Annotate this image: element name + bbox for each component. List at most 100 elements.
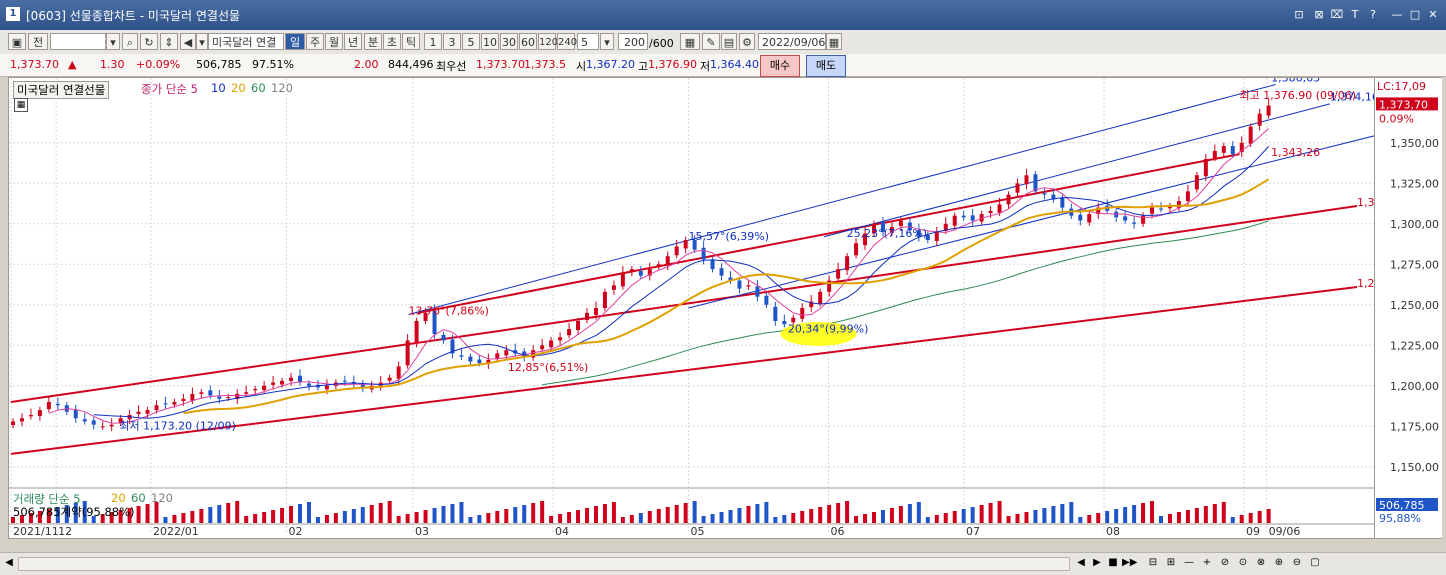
nav-next-button[interactable]: ▶ [1093,557,1101,568]
scrollbar[interactable] [18,557,1070,571]
chart-area[interactable]: 미국달러 연결선물 종가 단순 5 10 20 60 120 ▦ 2021/11… [8,77,1442,539]
nav-prev-button[interactable]: ◀ [1077,557,1085,568]
bar-type-icon[interactable]: ▦ [680,33,700,50]
minute-10[interactable]: 10 [481,33,499,50]
minimize-button[interactable]: — [1391,8,1403,21]
chart-annotation: 15,57°(6,39%) [689,230,770,243]
speaker-icon[interactable]: ◀ [180,33,196,50]
nav-stop-button[interactable]: ■ [1108,557,1118,568]
tool-9-icon[interactable]: ⊖ [1292,557,1302,568]
minute-240[interactable]: 240 [557,33,577,50]
copy-icon[interactable]: ⊠ [1314,8,1324,21]
grid-toggle-icon[interactable]: ▦ [14,98,28,112]
volume-bar [638,513,643,523]
maximize-button[interactable]: □ [1409,8,1421,21]
candle-body [1150,207,1155,214]
volume-bar [1141,503,1146,523]
y-axis-svg: 1,150,00 1,175,00 1,200,00 1,225,00 1,250,00… [1376,80,1439,525]
candle-body [970,215,975,221]
code-dropdown-icon[interactable]: ▾ [106,33,120,50]
tool-5-icon[interactable]: ⊘ [1220,557,1230,568]
font-icon[interactable]: T [1351,8,1359,21]
period-minute-tab[interactable]: 분 [364,33,382,50]
volume-bar [728,510,733,523]
minute-3[interactable]: 3 [443,33,461,50]
candle-body [1248,126,1253,144]
volume-bar [432,508,437,523]
interval-input[interactable]: 5 [577,33,599,50]
candle-body [674,246,679,256]
search-icon[interactable]: ⌕ [122,33,138,50]
volume-bar [1230,517,1235,523]
volume-bar [396,516,401,523]
settings-icon[interactable]: ⚙ [739,33,755,50]
count-input[interactable]: 200 [618,33,648,50]
tool-1-icon[interactable]: ⊟ [1148,557,1158,568]
draw-tool-icon[interactable]: ✎ [702,33,720,50]
minute-120[interactable]: 120 [538,33,558,50]
volume-bar [611,502,616,523]
save-icon[interactable]: ▤ [721,33,737,50]
minute-60[interactable]: 60 [519,33,537,50]
candle-body [11,421,15,426]
code-input[interactable]: 175000001 [50,33,117,50]
period-year-tab[interactable]: 년 [344,33,362,50]
volume-bar [154,502,159,523]
layout-icon[interactable]: ▣ [8,33,26,50]
candle-body [602,291,607,309]
minute-30[interactable]: 30 [500,33,518,50]
volume-bar [1024,512,1029,523]
volume-bar [656,509,661,523]
interval-dropdown-icon[interactable]: ▾ [600,33,614,50]
print-icon[interactable]: ⌧ [1330,8,1344,21]
period-month-tab[interactable]: 월 [325,33,343,50]
volume-bar [11,517,15,523]
arrow-icon[interactable]: ⇕ [160,33,178,50]
close-button[interactable]: ✕ [1428,8,1438,21]
tool-6-icon[interactable]: ⊙ [1238,557,1248,568]
candle-body [477,359,482,364]
tool-3-icon[interactable]: — [1184,557,1194,568]
buy-button[interactable]: 매수 [760,55,800,77]
period-second-tab[interactable]: 초 [383,33,401,50]
product-legend[interactable]: 미국달러 연결선물 [13,81,110,99]
tool-10-icon[interactable]: ▢ [1310,557,1320,568]
x-tick-label: 09 [1246,525,1260,538]
volume-bar [37,511,42,523]
volume-bar [73,503,78,523]
candle-body [576,321,581,331]
candle-body [683,240,688,249]
minute-1[interactable]: 1 [424,33,442,50]
help-icon[interactable]: ? [1370,8,1376,21]
refresh-icon[interactable]: ↻ [140,33,158,50]
candle-body [387,377,392,381]
volume-bar [1257,511,1262,523]
sell-button[interactable]: 매도 [806,55,846,77]
ma20-legend: 20 [231,81,246,95]
candle-body [611,285,616,290]
minute-5[interactable]: 5 [462,33,480,50]
tool-8-icon[interactable]: ⊕ [1274,557,1284,568]
period-week-tab[interactable]: 주 [306,33,324,50]
volume-bar [495,511,500,523]
volume-bar [1096,513,1101,523]
candle-body [208,390,213,396]
nav-end-button[interactable]: ▶▶ [1122,557,1138,568]
volume-bar [306,502,311,523]
scroll-left-icon[interactable]: ◀ [5,557,13,568]
candle-body [692,240,697,250]
volume-bar [800,511,805,523]
period-day-tab[interactable]: 일 [285,33,305,50]
candle-body [504,350,509,356]
calendar-icon[interactable]: ▦ [826,33,842,50]
tool-7-icon[interactable]: ⊗ [1256,557,1266,568]
zoom-in-icon[interactable]: + [1202,557,1212,568]
link-icon[interactable]: ⊡ [1294,8,1304,21]
volume-bar [1042,508,1047,523]
speaker-dropdown-icon[interactable]: ▾ [196,33,208,50]
date-input[interactable]: 2022/09/06 [758,33,826,50]
tool-2-icon[interactable]: ⊞ [1166,557,1176,568]
candle-body [1015,183,1020,193]
mode-button[interactable]: 전 [28,33,48,50]
period-tick-tab[interactable]: 틱 [402,33,420,50]
